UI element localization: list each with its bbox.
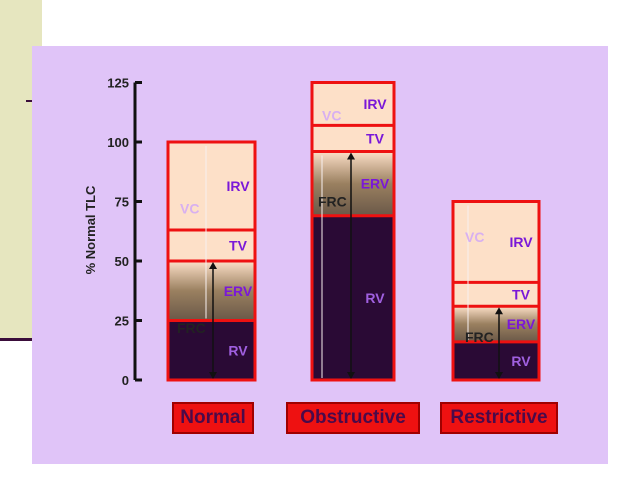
- label-tv-obstructive: TV: [366, 130, 385, 146]
- label-vc-obstructive: VC: [322, 108, 341, 124]
- y-tick-label-0: 0: [122, 373, 129, 388]
- y-tick-label-25: 25: [115, 314, 129, 329]
- category-label-obstructive-text: Obstructive: [300, 407, 406, 428]
- y-axis: 0 25 50 75 100 125: [107, 76, 142, 388]
- segment-tv-restrictive: [453, 282, 539, 307]
- label-vc-restrictive: VC: [465, 229, 484, 245]
- bar-restrictive: RV ERV TV IRV FRC VC: [451, 200, 541, 382]
- frc-arrowhead-down-restrictive: [495, 372, 503, 379]
- label-frc-normal: FRC: [177, 320, 206, 336]
- segment-rv-obstructive: [312, 215, 394, 380]
- label-rv-obstructive: RV: [365, 290, 385, 306]
- segment-tv-normal: [168, 230, 255, 261]
- frc-arrowhead-down-normal: [209, 372, 217, 379]
- segment-erv-restrictive: [453, 306, 539, 342]
- y-axis-label: % Normal TLC: [83, 185, 98, 274]
- frc-arrowhead-up-normal: [209, 262, 217, 269]
- label-erv-obstructive: ERV: [361, 176, 390, 192]
- bar-border-restrictive: [451, 200, 541, 382]
- frc-arrowhead-up-restrictive: [495, 307, 503, 315]
- segment-erv-obstructive: [312, 151, 394, 216]
- label-rv-normal: RV: [228, 342, 248, 358]
- category-label-normal: Normal: [172, 402, 254, 434]
- frc-arrowhead-up-obstructive: [347, 152, 355, 160]
- y-tick-label-100: 100: [107, 135, 129, 150]
- category-label-normal-text: Normal: [180, 407, 246, 428]
- segment-rv-normal: [168, 320, 255, 380]
- label-tv-normal: TV: [229, 238, 248, 254]
- bar-border-normal: [166, 140, 257, 382]
- label-irv-restrictive: IRV: [509, 234, 533, 250]
- category-label-restrictive: Restrictive: [440, 402, 558, 434]
- label-erv-restrictive: ERV: [507, 316, 536, 332]
- label-tv-restrictive: TV: [512, 286, 531, 302]
- label-irv-obstructive: IRV: [363, 96, 387, 112]
- y-tick-label-50: 50: [115, 254, 129, 269]
- label-rv-restrictive: RV: [511, 353, 531, 369]
- label-erv-normal: ERV: [224, 283, 253, 299]
- frc-arrowhead-down-obstructive: [347, 372, 355, 379]
- segment-irv-obstructive: [312, 82, 394, 126]
- label-frc-obstructive: FRC: [318, 194, 347, 210]
- category-label-restrictive-text: Restrictive: [450, 407, 548, 428]
- category-label-obstructive: Obstructive: [286, 402, 420, 434]
- segment-irv-normal: [168, 142, 255, 231]
- y-tick-label-125: 125: [107, 76, 129, 91]
- bar-normal: RV ERV TV IRV FRC VC: [166, 140, 257, 382]
- label-frc-restrictive: FRC: [465, 329, 494, 345]
- bar-obstructive: RV ERV TV IRV FRC VC: [310, 81, 396, 382]
- label-vc-normal: VC: [180, 200, 199, 216]
- bar-border-obstructive: [310, 81, 396, 382]
- label-irv-normal: IRV: [226, 178, 250, 194]
- y-tick-label-75: 75: [115, 195, 129, 210]
- slide-line-decoration: [0, 338, 36, 341]
- segment-tv-obstructive: [312, 125, 394, 152]
- bars: RV ERV TV IRV FRC VC RV ERV TV IRV FRC VC RV ERV TV IRV…: [166, 81, 541, 382]
- segment-erv-normal: [168, 261, 255, 321]
- segment-irv-restrictive: [453, 201, 539, 283]
